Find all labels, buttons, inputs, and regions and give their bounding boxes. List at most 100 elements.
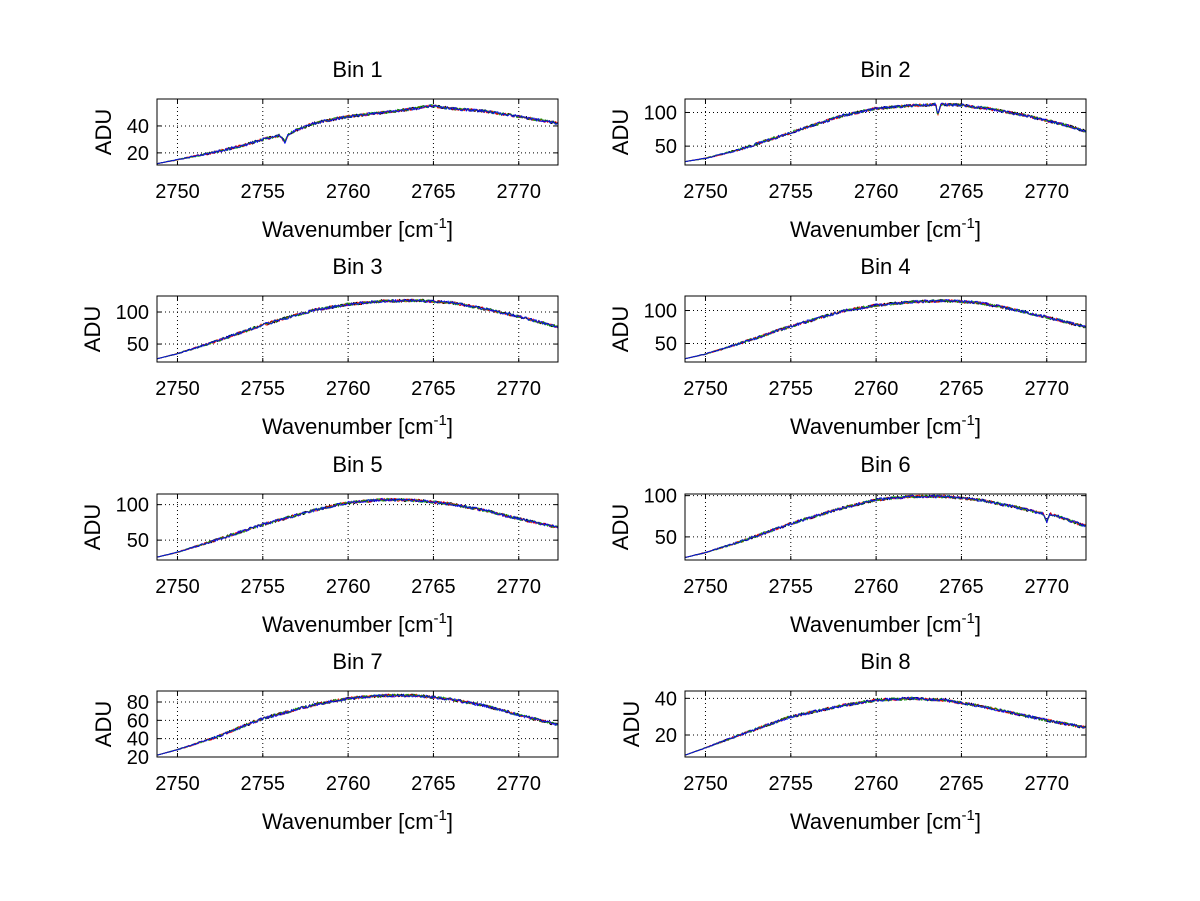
axis-box bbox=[684, 295, 1087, 363]
x-tick-label: 2765 bbox=[939, 378, 984, 400]
y-tick-label: 50 bbox=[655, 136, 677, 158]
x-tick-label: 2750 bbox=[155, 378, 200, 400]
y-axis-label: ADU bbox=[608, 306, 633, 352]
x-tick-label: 2760 bbox=[854, 181, 899, 203]
subplot-1: Bin 1 2750 2755 2760 2765 2770 20 40 Wavenumber … bbox=[91, 57, 559, 242]
subplot-5: Bin 5 2750 2755 2760 2765 2770 50 100 Wavenumber… bbox=[80, 452, 559, 637]
x-axis-label: Wavenumber [cm-1] bbox=[262, 610, 453, 637]
x-tick-label: 2770 bbox=[1025, 773, 1070, 795]
x-tick-label: 2770 bbox=[1025, 378, 1070, 400]
series-line-4 bbox=[684, 696, 1087, 756]
series-line-4 bbox=[156, 298, 559, 360]
x-axis-label: Wavenumber [cm-1] bbox=[790, 610, 981, 637]
y-tick-label: 100 bbox=[644, 486, 677, 508]
axis-box bbox=[156, 98, 559, 166]
y-axis-label: ADU bbox=[91, 701, 116, 747]
axis-box bbox=[156, 493, 559, 561]
x-tick-label: 2765 bbox=[411, 773, 456, 795]
x-tick-label: 2765 bbox=[411, 378, 456, 400]
axis-box bbox=[684, 493, 1087, 561]
x-tick-label: 2755 bbox=[769, 181, 814, 203]
x-tick-label: 2750 bbox=[683, 181, 728, 203]
y-axis-label: ADU bbox=[91, 109, 116, 155]
y-tick-label: 100 bbox=[116, 302, 149, 324]
subplot-title: Bin 8 bbox=[860, 649, 910, 674]
subplot-title: Bin 7 bbox=[332, 649, 382, 674]
y-tick-label: 40 bbox=[127, 116, 149, 138]
y-tick-label: 100 bbox=[116, 495, 149, 517]
series-group bbox=[684, 298, 1087, 360]
x-tick-label: 2755 bbox=[241, 378, 286, 400]
y-tick-label: 40 bbox=[655, 688, 677, 710]
x-axis-label: Wavenumber [cm-1] bbox=[262, 215, 453, 242]
x-tick-label: 2770 bbox=[497, 181, 542, 203]
x-tick-label: 2770 bbox=[1025, 576, 1070, 598]
x-tick-label: 2760 bbox=[854, 378, 899, 400]
y-tick-label: 40 bbox=[127, 729, 149, 751]
y-tick-label: 100 bbox=[644, 301, 677, 323]
x-tick-label: 2760 bbox=[854, 773, 899, 795]
axis-box bbox=[684, 690, 1087, 758]
subplot-2: Bin 2 2750 2755 2760 2765 2770 50 100 Wavenumber… bbox=[608, 57, 1087, 242]
subplot-title: Bin 2 bbox=[860, 57, 910, 82]
series-line-4 bbox=[684, 102, 1086, 163]
series-group bbox=[684, 102, 1087, 163]
y-tick-label: 50 bbox=[655, 527, 677, 549]
axis-box bbox=[156, 690, 559, 758]
axis-box bbox=[684, 98, 1087, 166]
x-tick-label: 2750 bbox=[155, 576, 200, 598]
subplot-title: Bin 4 bbox=[860, 254, 910, 279]
series-line-4 bbox=[684, 494, 1087, 558]
y-axis-label: ADU bbox=[608, 109, 633, 155]
subplot-title: Bin 5 bbox=[332, 452, 382, 477]
x-axis-label: Wavenumber [cm-1] bbox=[790, 412, 981, 439]
x-tick-label: 2750 bbox=[155, 773, 200, 795]
series-group bbox=[156, 298, 559, 360]
x-tick-label: 2765 bbox=[411, 576, 456, 598]
y-axis-label: ADU bbox=[80, 504, 105, 550]
y-axis-label: ADU bbox=[619, 701, 644, 747]
y-tick-label: 100 bbox=[644, 102, 677, 124]
x-tick-label: 2760 bbox=[326, 378, 371, 400]
x-tick-label: 2760 bbox=[326, 181, 371, 203]
y-tick-label: 80 bbox=[127, 692, 149, 714]
series-group bbox=[684, 494, 1087, 558]
x-tick-label: 2760 bbox=[326, 576, 371, 598]
series-line-4 bbox=[156, 693, 559, 756]
x-tick-label: 2750 bbox=[155, 181, 200, 203]
x-tick-label: 2755 bbox=[769, 773, 814, 795]
x-tick-label: 2755 bbox=[241, 576, 286, 598]
x-tick-label: 2760 bbox=[854, 576, 899, 598]
x-tick-label: 2755 bbox=[769, 576, 814, 598]
y-tick-label: 50 bbox=[655, 334, 677, 356]
x-axis-label: Wavenumber [cm-1] bbox=[262, 412, 453, 439]
x-axis-label: Wavenumber [cm-1] bbox=[790, 807, 981, 834]
x-tick-label: 2770 bbox=[497, 773, 542, 795]
y-tick-label: 60 bbox=[127, 710, 149, 732]
subplot-4: Bin 4 2750 2755 2760 2765 2770 50 100 Wavenumber… bbox=[608, 254, 1087, 439]
x-tick-label: 2750 bbox=[683, 576, 728, 598]
subplot-3: Bin 3 2750 2755 2760 2765 2770 50 100 Wavenumber… bbox=[80, 254, 559, 439]
y-tick-label: 50 bbox=[127, 530, 149, 552]
subplot-title: Bin 3 bbox=[332, 254, 382, 279]
x-tick-label: 2755 bbox=[241, 181, 286, 203]
x-tick-label: 2750 bbox=[683, 378, 728, 400]
x-tick-label: 2750 bbox=[683, 773, 728, 795]
x-tick-label: 2770 bbox=[497, 576, 542, 598]
series-line-4 bbox=[156, 104, 559, 165]
x-tick-label: 2770 bbox=[1025, 181, 1070, 203]
y-axis-label: ADU bbox=[80, 306, 105, 352]
y-tick-label: 20 bbox=[127, 143, 149, 165]
x-tick-label: 2765 bbox=[411, 181, 456, 203]
subplot-title: Bin 6 bbox=[860, 452, 910, 477]
subplot-title: Bin 1 bbox=[332, 57, 382, 82]
x-tick-label: 2765 bbox=[939, 773, 984, 795]
subplot-6: Bin 6 2750 2755 2760 2765 2770 50 100 Wavenumber… bbox=[608, 452, 1087, 637]
y-tick-label: 50 bbox=[127, 334, 149, 356]
y-axis-label: ADU bbox=[608, 504, 633, 550]
x-tick-label: 2765 bbox=[939, 181, 984, 203]
axis-box bbox=[156, 295, 559, 363]
series-line-4 bbox=[684, 299, 1087, 360]
series-line-4 bbox=[156, 497, 559, 558]
